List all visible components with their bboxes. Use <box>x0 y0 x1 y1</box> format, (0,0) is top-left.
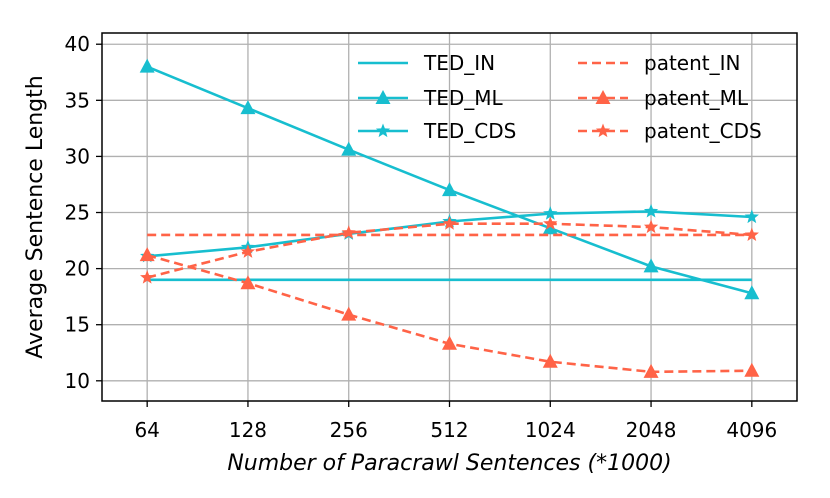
legend-item-patent-in: patent_IN <box>578 51 740 75</box>
data-point-ted-ml <box>542 220 558 235</box>
x-tick-label: 512 <box>430 418 468 442</box>
x-tick-label: 1024 <box>525 418 576 442</box>
data-point-patent-cds <box>643 219 659 234</box>
legend-item-ted-in: TED_IN <box>358 51 495 75</box>
y-tick-label: 40 <box>65 32 90 56</box>
y-tick-label: 15 <box>65 313 90 337</box>
legend-label: patent_IN <box>644 51 740 75</box>
y-axis-title: Average Sentence Length <box>23 75 48 358</box>
data-point-patent-cds <box>744 227 759 242</box>
y-axis: 10 15 20 25 30 35 40 <box>65 32 102 393</box>
series-patent-ml <box>139 247 760 378</box>
data-point-patent-cds <box>140 270 155 284</box>
x-axis-title: Number of Paracrawl Sentences (*1000) <box>227 451 671 476</box>
data-point-patent-ml <box>240 275 256 290</box>
legend-item-ted-cds: TED_CDS <box>358 119 516 143</box>
x-tick-label: 64 <box>134 418 159 442</box>
legend-marker <box>595 123 611 138</box>
y-tick-label: 30 <box>65 144 90 168</box>
legend-label: TED_IN <box>423 51 495 75</box>
legend-item-ted-ml: TED_ML <box>358 86 504 110</box>
data-point-patent-cds <box>442 216 457 230</box>
legend-label: TED_CDS <box>423 119 516 143</box>
data-point-patent-ml <box>442 335 457 350</box>
series-patent-cds <box>140 216 759 284</box>
data-point-ted-cds <box>543 206 558 220</box>
data-point-ted-ml <box>341 141 357 156</box>
legend-item-patent-cds: patent_CDS <box>578 119 762 143</box>
data-point-patent-cds <box>240 244 256 258</box>
data-point-ted-ml <box>139 58 155 73</box>
data-point-ted-ml <box>643 258 659 273</box>
legend-label: TED_ML <box>423 86 504 110</box>
x-axis: 64 128 256 512 1024 2048 4096 <box>134 401 777 442</box>
legend-label: patent_CDS <box>644 119 762 143</box>
data-point-patent-ml <box>139 247 155 262</box>
y-tick-label: 35 <box>65 88 90 112</box>
y-tick-label: 25 <box>65 201 90 225</box>
data-point-ted-cds <box>744 209 759 224</box>
series-layer <box>139 58 760 378</box>
y-tick-label: 20 <box>65 257 90 281</box>
data-point-ted-ml <box>744 285 760 300</box>
data-point-patent-ml <box>643 363 659 378</box>
x-tick-label: 4096 <box>726 418 777 442</box>
data-point-patent-cds <box>543 216 558 230</box>
legend-label: patent_ML <box>644 86 749 110</box>
legend: TED_IN TED_ML TED_CDS patent_IN patent_MLpat… <box>358 51 762 143</box>
x-tick-label: 128 <box>229 418 267 442</box>
data-point-ted-cds <box>643 203 659 218</box>
data-point-ted-ml <box>240 100 256 115</box>
y-tick-label: 10 <box>65 369 90 393</box>
data-point-ted-ml <box>442 182 457 197</box>
x-tick-label: 2048 <box>626 418 677 442</box>
legend-marker <box>375 90 391 104</box>
data-point-patent-ml <box>542 353 558 368</box>
grid <box>102 33 797 401</box>
data-point-patent-cds <box>341 225 356 239</box>
legend-marker <box>595 90 611 104</box>
legend-marker <box>375 123 391 138</box>
x-tick-label: 256 <box>330 418 368 442</box>
series-ted-ml <box>139 58 760 300</box>
data-point-patent-ml <box>744 362 760 377</box>
data-point-patent-ml <box>341 306 357 321</box>
legend-item-patent-ml: patent_ML <box>578 86 749 110</box>
